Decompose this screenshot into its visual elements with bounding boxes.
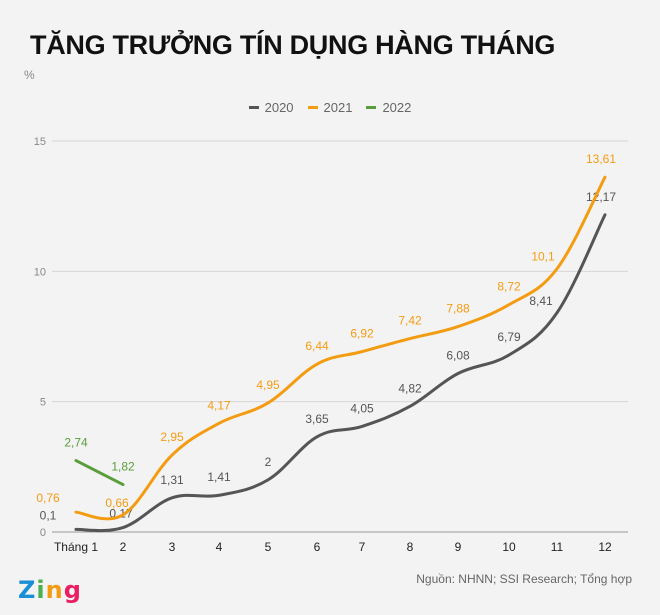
logo-letter: n (45, 576, 64, 604)
logo-letter: Z (18, 576, 37, 604)
data-label: 4,05 (350, 401, 374, 415)
legend-swatch-icon (248, 106, 259, 109)
x-tick-label: 6 (314, 540, 321, 554)
data-label: 6,92 (350, 327, 374, 341)
data-label: 0,76 (36, 491, 60, 505)
series-line-2022 (74, 459, 125, 487)
legend-item-2020: 2020 (248, 100, 294, 115)
x-tick-label: 3 (169, 540, 176, 554)
data-label: 6,79 (497, 330, 521, 344)
x-tick-label: 8 (407, 540, 414, 554)
data-label: 8,41 (529, 294, 553, 308)
data-label: 8,72 (497, 280, 521, 294)
y-tick-label: 10 (34, 266, 46, 278)
data-label: 10,1 (531, 250, 555, 264)
logo-letter: i (36, 576, 46, 604)
data-label: 7,42 (398, 314, 422, 328)
y-tick-label: 0 (40, 527, 46, 539)
x-tick-label: 7 (359, 540, 366, 554)
x-tick-label: 5 (265, 540, 272, 554)
chart-legend: 2020 2021 2022 (0, 100, 660, 115)
x-tick-label: 10 (502, 540, 516, 554)
x-tick-label: 2 (120, 540, 127, 554)
data-label: 4,95 (256, 378, 280, 392)
legend-label: 2021 (323, 100, 353, 115)
x-tick-label: 12 (598, 540, 612, 554)
x-tick-label: 11 (551, 540, 564, 554)
data-label: 1,31 (160, 473, 184, 487)
source-note: Nguồn: NHNN; SSI Research; Tổng hợp (416, 572, 632, 586)
data-label: 0,1 (40, 508, 57, 522)
x-tick-label: 4 (216, 540, 223, 554)
series-line-2020 (74, 213, 607, 533)
data-label: 2,74 (64, 436, 88, 450)
data-label: 1,41 (207, 470, 231, 484)
data-label: 2,95 (160, 430, 184, 444)
y-tick-label: 15 (34, 136, 46, 148)
data-label: 4,82 (398, 381, 422, 395)
data-label: 2 (265, 455, 272, 469)
data-label: 1,82 (111, 460, 135, 474)
legend-item-2022: 2022 (366, 100, 411, 115)
legend-swatch-icon (366, 106, 377, 109)
x-tick-label: Tháng 1 (54, 540, 98, 554)
series-line-2021 (74, 175, 607, 521)
legend-label: 2022 (382, 100, 412, 115)
logo-letter: g (63, 576, 82, 604)
y-tick-label: 5 (40, 397, 46, 409)
x-tick-label: 9 (455, 540, 462, 554)
data-label: 6,44 (305, 339, 329, 353)
chart-title: TĂNG TRƯỞNG TÍN DỤNG HÀNG THÁNG (30, 30, 556, 60)
legend-label: 2020 (264, 100, 294, 115)
zing-logo: Zing (18, 576, 82, 604)
data-label: 6,08 (446, 349, 470, 363)
legend-item-2021: 2021 (307, 100, 353, 115)
data-label: 12,17 (586, 190, 616, 204)
y-axis-unit: % (24, 68, 35, 82)
data-label: 13,61 (586, 152, 616, 166)
data-label: 7,88 (446, 302, 470, 316)
data-label: 4,17 (207, 398, 231, 412)
data-label: 0,66 (105, 496, 129, 510)
legend-swatch-icon (307, 106, 318, 109)
data-label: 3,65 (305, 412, 329, 426)
